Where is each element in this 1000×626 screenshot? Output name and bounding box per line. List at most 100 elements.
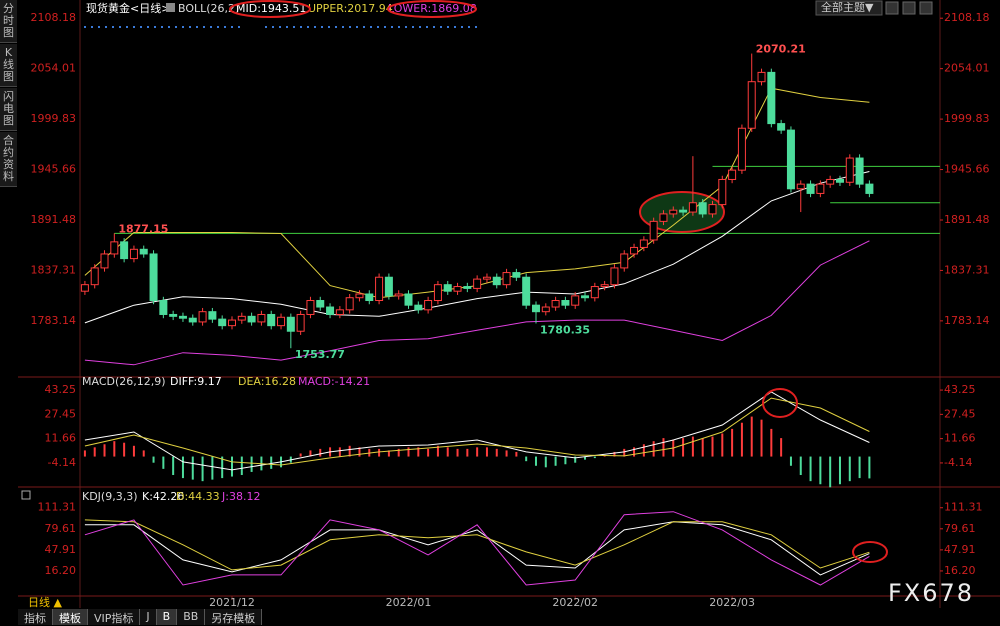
bottom-tab[interactable]: 另存模板 [205,609,263,625]
y-tick-label: 27.45 [944,407,976,420]
legend-entry: D:44.33 [176,490,220,503]
candle-body [453,286,462,292]
x-tick-label: 2022/03 [709,596,755,609]
macd-bar [593,456,596,459]
candle-body [649,220,658,241]
candle-body [149,253,158,302]
indicator-line [84,240,870,366]
candle-body [512,272,521,278]
legend-entry: DEA:16.28 [238,375,296,388]
bottom-tab[interactable]: J [140,609,157,625]
macd-bar [789,456,792,466]
macd-bar [613,451,616,457]
theme-dropdown-label[interactable]: 全部主题▼ [821,0,874,14]
candle-body [296,313,305,332]
y-tick-label: 16.20 [45,564,77,577]
y-tick-label: 1999.83 [944,112,990,125]
macd-bar [113,441,116,457]
macd-bar [760,419,763,457]
sidebar-tab[interactable]: K线图 [0,44,17,87]
candle-body [492,276,501,286]
price-annotation: 1753.77 [295,348,345,361]
bottom-tab[interactable]: BB [177,609,206,625]
candle-body [688,202,697,213]
window-button[interactable] [885,1,899,15]
candle-body [571,295,580,306]
macd-bar [691,436,694,457]
bottom-tab[interactable]: 模板 [53,609,88,625]
y-tick-label: 1999.83 [31,112,77,125]
macd-bar [780,438,783,457]
macd-bar [554,456,557,466]
y-tick-label: 2108.18 [944,11,990,24]
macd-bar [838,456,841,485]
macd-bar [191,456,194,480]
candle-body [561,300,570,306]
macd-bar [93,447,96,457]
y-tick-label: 2108.18 [31,11,77,24]
candle-body [630,246,639,255]
macd-bar [172,456,175,476]
x-tick-label: 2022/01 [386,596,432,609]
candle-body [178,315,187,319]
window-button[interactable] [919,1,933,15]
period-selector[interactable]: 日线 ▲ [28,595,62,609]
macd-bar [809,456,812,482]
macd-bar [407,447,410,457]
indicator-line [84,391,870,471]
sidebar-tab[interactable]: 闪电图 [0,88,17,131]
macd-bar [211,456,214,480]
watermark: FX678 [888,579,974,607]
indicator-line [84,171,870,324]
macd-bar [436,445,439,457]
y-tick-label: 79.61 [944,522,976,535]
window-button[interactable] [902,1,916,15]
macd-bar [819,456,822,485]
macd-bar [270,456,273,469]
candle-body [502,272,511,286]
candle-body [816,183,825,194]
macd-bar [299,453,302,457]
candle-body [600,284,609,288]
bottom-tab[interactable]: B [156,609,178,625]
macd-bar [731,428,734,457]
y-tick-label: 111.31 [38,501,77,514]
candle-body [355,293,364,299]
candle-body [169,313,178,317]
candle-body [267,313,276,327]
candle-body [424,300,433,311]
macd-bar [397,448,400,457]
bottom-tab[interactable]: VIP指标 [88,609,141,625]
sidebar-tab[interactable]: 合约资料 [0,132,17,187]
macd-bar [515,451,518,457]
candle-body [826,178,835,185]
theme-dropdown[interactable] [815,0,883,16]
sidebar-tab[interactable]: 分时图 [0,0,17,43]
macd-bar [858,456,861,479]
candle-body [218,318,227,327]
x-tick-label: 2022/02 [552,596,598,609]
candle-body [835,178,844,183]
highlight-circle [229,0,311,18]
macd-bar [662,438,665,457]
y-tick-label: 111.31 [944,501,983,514]
macd-bar [711,436,714,457]
macd-bar [485,447,488,457]
candle-body [531,304,540,313]
macd-bar [633,447,636,457]
candle-body [767,71,776,125]
macd-bar [770,428,773,457]
bottom-tab[interactable]: 指标 [18,609,53,625]
legend-entry: MID:1943.51 [236,2,306,15]
candle-body [718,178,727,206]
y-tick-label: 1783.14 [31,314,77,327]
y-tick-label: 47.91 [944,543,976,556]
candle-body [796,183,805,190]
candle-body [777,123,786,131]
highlight-circle [762,388,798,418]
macd-bar [142,450,145,457]
indicator-line [84,519,870,571]
macd-bar [534,456,537,466]
macd-bar [309,450,312,457]
panel-title: MACD(26,12,9) [82,375,166,388]
